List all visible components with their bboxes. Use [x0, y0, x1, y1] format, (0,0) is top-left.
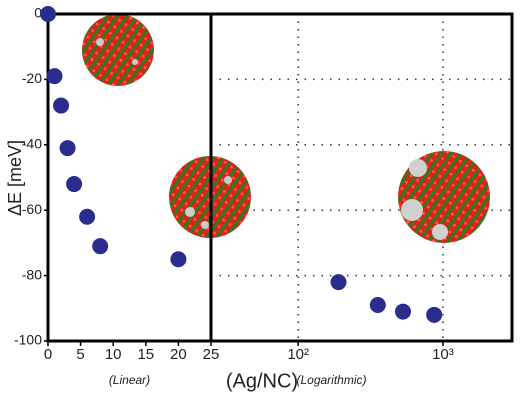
- x-tick-label: 20: [170, 346, 187, 363]
- x-tick-label: 5: [76, 346, 84, 363]
- data-point: [59, 140, 76, 157]
- x-tick-label: 0: [44, 346, 52, 363]
- data-point: [92, 238, 109, 255]
- data-point: [369, 297, 386, 314]
- x-tick-label: 10³: [432, 346, 454, 363]
- y-axis-label: ΔE [meV]: [5, 140, 25, 216]
- y-tick-label: -20: [22, 70, 42, 86]
- y-tick-label: 0: [34, 5, 42, 21]
- data-point: [330, 274, 347, 291]
- x-tick-label: 10: [105, 346, 122, 363]
- nanocluster-images: [82, 14, 490, 243]
- y-tick-label: -60: [22, 201, 42, 217]
- y-tick-label: -80: [22, 266, 42, 282]
- x-tick-label: 15: [137, 346, 154, 363]
- data-point: [170, 251, 187, 268]
- data-point: [46, 68, 63, 85]
- data-point: [79, 208, 96, 225]
- scale-annotation: (Logarithmic): [296, 373, 366, 387]
- y-tick-label: -40: [22, 136, 42, 152]
- y-tick-label: -100: [14, 332, 42, 348]
- data-point: [66, 176, 83, 193]
- x-tick-label: 10²: [287, 346, 309, 363]
- data-point: [426, 306, 443, 323]
- scale-annotation: (Linear): [109, 373, 150, 387]
- x-tick-label: 25: [203, 346, 220, 363]
- data-point: [40, 6, 56, 22]
- data-point: [395, 303, 412, 320]
- plot-frame: [209, 12, 514, 343]
- x-axis-label: (Ag/NC): [226, 370, 298, 392]
- data-point: [53, 97, 70, 114]
